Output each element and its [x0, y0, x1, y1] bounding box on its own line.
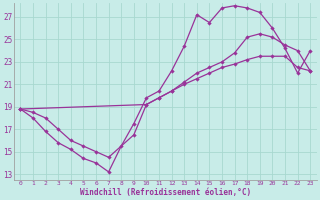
X-axis label: Windchill (Refroidissement éolien,°C): Windchill (Refroidissement éolien,°C)	[80, 188, 251, 197]
